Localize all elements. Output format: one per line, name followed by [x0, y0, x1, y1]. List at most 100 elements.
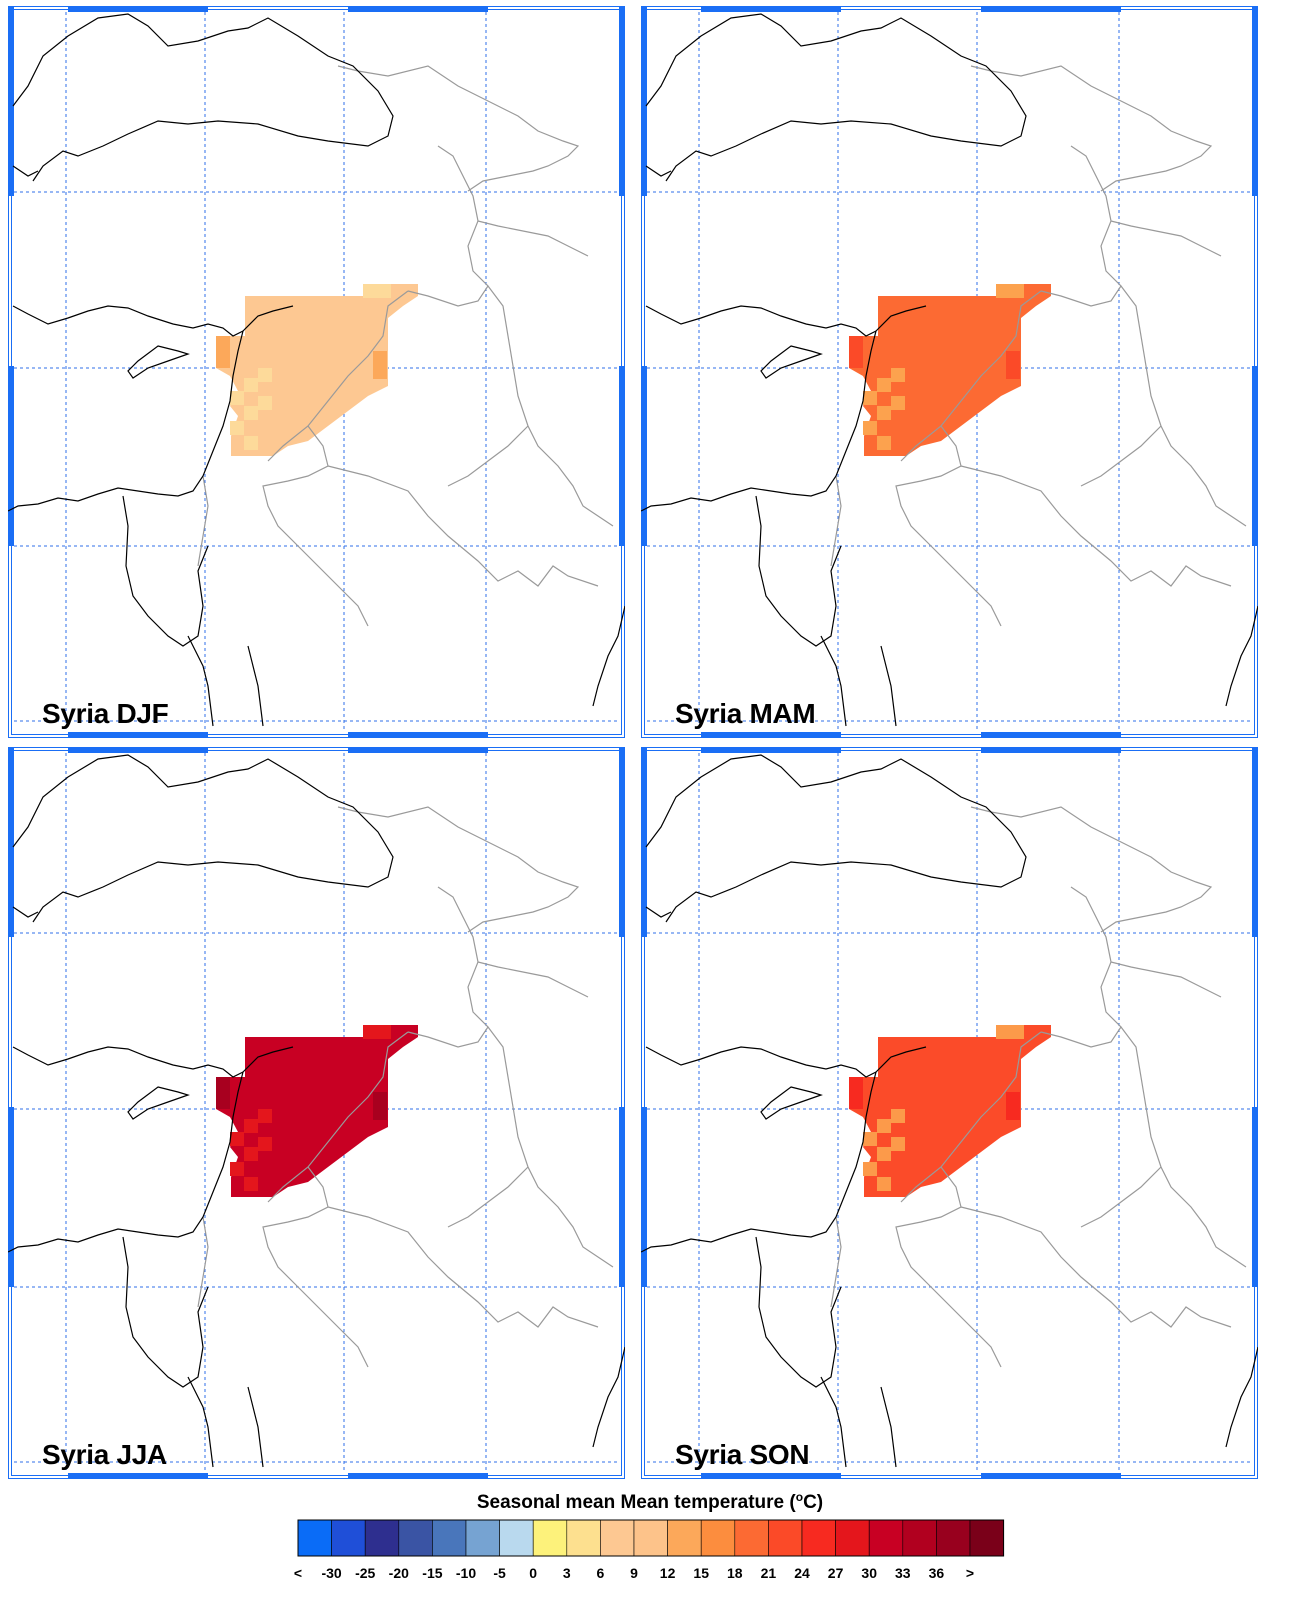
- country-border: [1120, 1026, 1247, 1268]
- coastline: [645, 906, 672, 918]
- coastline: [12, 165, 39, 177]
- frame-tick: [348, 732, 488, 738]
- frame-tick: [68, 6, 208, 12]
- colorbar-tick-label: 0: [529, 1565, 537, 1581]
- colorbar-tick-label: -5: [493, 1565, 506, 1581]
- country-border: [447, 425, 529, 487]
- syria-cell: [1006, 351, 1020, 379]
- syria-cell: [363, 1025, 377, 1039]
- country-border: [960, 465, 1232, 587]
- country-border: [337, 806, 580, 933]
- colorbar-swatch: [868, 1519, 904, 1557]
- coastline: [880, 1386, 897, 1468]
- coastline: [641, 330, 877, 512]
- coastline: [760, 345, 823, 379]
- coastline: [122, 495, 209, 647]
- country-border: [1110, 220, 1222, 257]
- frame-tick: [981, 732, 1121, 738]
- frame-tick: [8, 366, 14, 546]
- coastline: [12, 754, 394, 923]
- frame-tick: [348, 6, 488, 12]
- syria-cell: [863, 1132, 877, 1146]
- coastline: [760, 1086, 823, 1120]
- panel-title: Syria DJF: [42, 698, 169, 729]
- frame-tick: [68, 732, 208, 738]
- coastline: [820, 1376, 847, 1468]
- country-border: [487, 285, 614, 527]
- syria-region: [849, 284, 1051, 456]
- frame-tick: [68, 747, 208, 753]
- coastline: [187, 1376, 214, 1468]
- syria-cell: [258, 368, 272, 382]
- country-border: [267, 290, 409, 462]
- syria-cell: [258, 396, 272, 410]
- frame-tick: [981, 747, 1121, 753]
- panel-jja: Syria JJA: [8, 747, 625, 1479]
- colorbar-swatch: [331, 1519, 366, 1557]
- colorbar-tick-label: 24: [794, 1565, 810, 1581]
- coastline: [12, 305, 294, 337]
- coastline: [1225, 605, 1258, 707]
- coastline: [755, 495, 842, 647]
- syria-cell: [877, 436, 891, 450]
- country-border: [1120, 285, 1247, 527]
- syria-cell: [891, 1137, 905, 1151]
- coastline: [645, 13, 1027, 182]
- country-border: [970, 65, 1213, 192]
- syria-cell: [849, 1077, 863, 1109]
- frame-tick: [8, 1107, 14, 1287]
- colorbar-tick-label: <: [294, 1565, 302, 1581]
- country-border: [970, 806, 1213, 933]
- colorbar-swatch: [465, 1519, 500, 1557]
- map-djf: [8, 6, 625, 738]
- colorbar-tick-label: 18: [727, 1565, 743, 1581]
- coastline: [12, 906, 39, 918]
- syria-cell: [244, 378, 258, 392]
- frame-tick: [348, 747, 488, 753]
- coastline: [8, 330, 244, 512]
- panel-title: Syria MAM: [675, 698, 816, 729]
- frame-tick: [1252, 1107, 1258, 1287]
- coastline: [820, 635, 847, 727]
- country-border: [830, 1216, 842, 1308]
- syria-cell: [373, 1092, 387, 1120]
- colorbar-swatch: [600, 1519, 635, 1557]
- syria-cell: [877, 1147, 891, 1161]
- coastline: [247, 1386, 264, 1468]
- country-border: [197, 1216, 209, 1308]
- country-border: [1040, 145, 1122, 307]
- colorbar-swatch: [835, 1519, 870, 1557]
- syria-cell: [863, 421, 877, 435]
- frame-tick: [701, 1473, 841, 1479]
- frame-tick: [8, 6, 14, 196]
- colorbar-tick-label: -30: [321, 1565, 341, 1581]
- colorbar-tick-label: 27: [828, 1565, 844, 1581]
- country-border: [900, 290, 1042, 462]
- syria-cell: [230, 421, 244, 435]
- coastline: [187, 635, 214, 727]
- syria-cell: [877, 1177, 891, 1191]
- frame-tick: [619, 747, 625, 937]
- syria-cell: [363, 284, 377, 298]
- map-son: [641, 747, 1258, 1479]
- country-border: [487, 1026, 614, 1268]
- coastline: [247, 645, 264, 727]
- syria-fill: [216, 284, 418, 456]
- syria-cell: [230, 1162, 244, 1176]
- syria-cell: [373, 351, 387, 379]
- colorbar-swatch: [633, 1519, 668, 1557]
- country-border: [1080, 425, 1162, 487]
- country-border: [337, 65, 580, 192]
- colorbar-tick-label: -15: [422, 1565, 442, 1581]
- country-border: [477, 961, 589, 998]
- syria-cell: [230, 391, 244, 405]
- colorbar-tick-label: 30: [861, 1565, 877, 1581]
- frame-tick: [1252, 6, 1258, 196]
- colorbar-tick-label: 3: [563, 1565, 571, 1581]
- country-border: [477, 220, 589, 257]
- legend-title: Seasonal mean Mean temperature (oC): [476, 1490, 824, 1514]
- frame-tick: [701, 732, 841, 738]
- map-jja: [8, 747, 625, 1479]
- colorbar-swatch: [801, 1519, 836, 1557]
- frame-tick: [981, 1473, 1121, 1479]
